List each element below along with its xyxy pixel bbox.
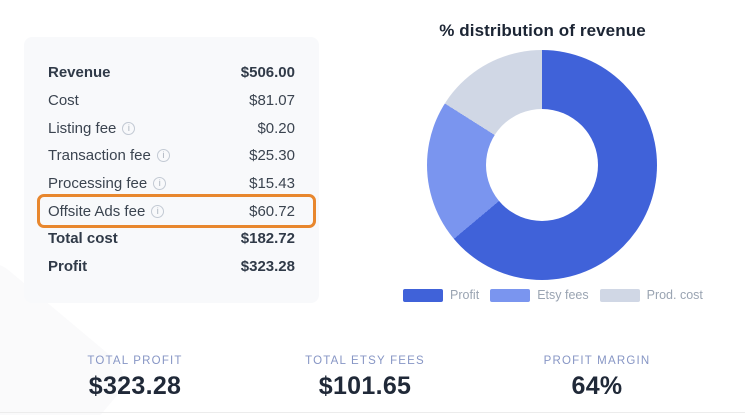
fee-breakdown-card: Revenue i $506.00 Cost i $81.07 Listing …: [24, 37, 319, 303]
donut-hole: [486, 109, 598, 221]
fee-row: Processing fee i $15.43: [48, 170, 295, 198]
fee-row-label-wrap: Transaction fee i: [48, 147, 170, 164]
stat-label: TOTAL PROFIT: [87, 355, 183, 367]
fee-row-label-wrap: Profit i: [48, 258, 87, 275]
fee-row-label: Listing fee: [48, 119, 117, 137]
info-icon[interactable]: i: [153, 177, 167, 191]
fee-row-label-wrap: Offsite Ads fee i: [48, 202, 165, 220]
fee-row: Offsite Ads fee i $60.72: [37, 194, 316, 229]
stat-label: PROFIT MARGIN: [543, 355, 651, 367]
bottom-divider: [0, 412, 745, 413]
fee-row-label: Processing fee: [48, 175, 148, 193]
fee-row: Revenue i $506.00: [48, 59, 295, 87]
fee-row-label: Transaction fee: [48, 147, 151, 165]
fee-row-value: $323.28: [240, 258, 295, 276]
fee-row-value: $0.20: [257, 119, 295, 137]
stat-value: 64%: [571, 372, 623, 400]
fee-row: Total cost i $182.72: [48, 225, 295, 253]
legend-swatch: [490, 288, 531, 302]
legend-swatch: [599, 288, 640, 302]
fee-row-label-wrap: Processing fee i: [48, 175, 167, 193]
fee-row: Transaction fee i $25.30: [48, 142, 295, 170]
legend-item[interactable]: Etsy fees: [490, 288, 589, 302]
fee-row-value: $60.72: [249, 202, 295, 220]
fee-row-label-wrap: Cost i: [48, 92, 79, 109]
fee-row-label-wrap: Revenue i: [48, 64, 111, 81]
legend-label: Prod. cost: [646, 288, 703, 302]
fee-row-label-wrap: Listing fee i: [48, 119, 136, 137]
fee-row: Profit i $323.28: [48, 253, 295, 281]
chart-title: % distribution of revenue: [439, 21, 646, 40]
fee-row-value: $182.72: [240, 230, 295, 248]
fee-row-value: $81.07: [249, 92, 295, 110]
stat-label: TOTAL ETSY FEES: [305, 355, 425, 367]
legend-swatch: [403, 288, 443, 302]
info-icon[interactable]: i: [151, 204, 165, 218]
legend-item[interactable]: Prod. cost: [599, 288, 703, 302]
legend-label: Etsy fees: [537, 288, 589, 302]
fee-row-value: $15.43: [249, 175, 295, 193]
info-icon[interactable]: i: [156, 149, 170, 163]
fee-row-label-wrap: Total cost i: [48, 230, 118, 247]
fee-row-label: Cost: [48, 92, 79, 110]
stat: PROFIT MARGIN 64%: [544, 355, 651, 401]
chart-legend: Profit Etsy fees Prod. cost: [403, 288, 703, 302]
donut-chart: [427, 50, 657, 280]
stat: TOTAL PROFIT $323.28: [87, 355, 182, 401]
fee-row-label: Offsite Ads fee: [48, 202, 146, 220]
fee-row-value: $25.30: [249, 147, 295, 165]
fee-row-label: Revenue: [48, 64, 111, 82]
stat-value: $323.28: [88, 372, 182, 400]
fee-row: Cost i $81.07: [48, 87, 295, 115]
fee-row: Listing fee i $0.20: [48, 114, 295, 142]
fee-row-value: $506.00: [240, 64, 295, 82]
legend-item[interactable]: Profit: [403, 288, 479, 302]
fee-row-label: Total cost: [48, 230, 118, 248]
info-icon[interactable]: i: [122, 121, 136, 135]
legend-label: Profit: [450, 288, 480, 302]
stat-value: $101.65: [318, 372, 412, 400]
fee-row-label: Profit: [48, 258, 88, 276]
stat: TOTAL ETSY FEES $101.65: [305, 355, 425, 401]
